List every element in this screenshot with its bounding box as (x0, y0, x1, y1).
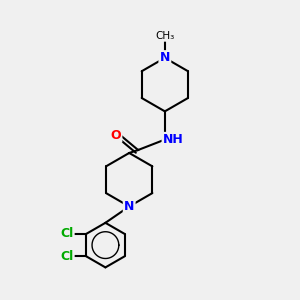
Text: N: N (160, 51, 170, 64)
Text: CH₃: CH₃ (155, 31, 175, 41)
Text: Cl: Cl (60, 227, 74, 241)
Text: O: O (110, 129, 121, 142)
Text: NH: NH (163, 133, 184, 146)
Text: N: N (124, 200, 134, 213)
Text: Cl: Cl (60, 250, 74, 263)
